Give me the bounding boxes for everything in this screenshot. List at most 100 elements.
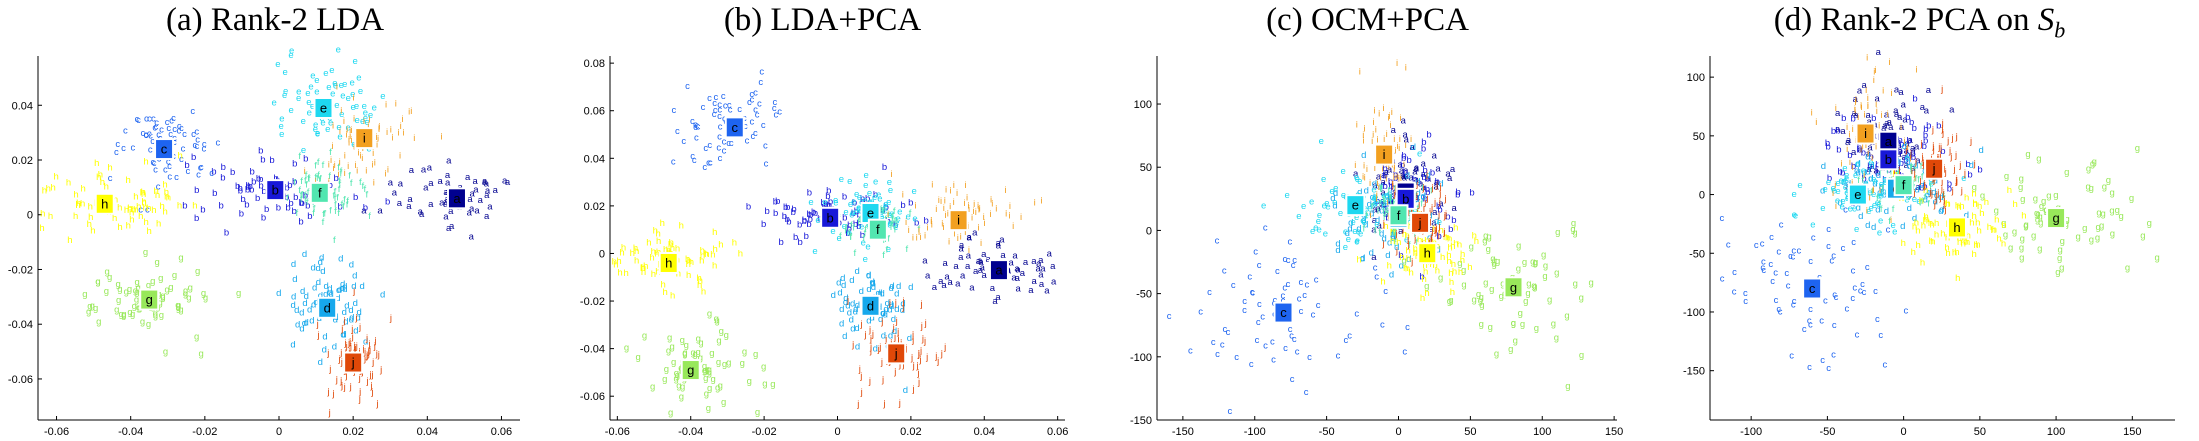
data-point-d: d <box>859 286 864 297</box>
data-point-j: j <box>1410 256 1413 267</box>
data-point-b: b <box>250 166 255 177</box>
data-point-b: b <box>775 196 780 207</box>
data-point-b: b <box>865 194 870 205</box>
data-point-h: h <box>1955 273 1960 284</box>
data-point-e: e <box>1381 201 1386 212</box>
data-point-j: j <box>1941 128 1944 139</box>
data-point-a: a <box>1887 117 1893 128</box>
data-point-c: c <box>1256 317 1261 328</box>
data-point-g: g <box>2110 188 2115 199</box>
data-point-h: h <box>94 158 99 169</box>
data-point-c: c <box>749 89 754 100</box>
data-point-j: j <box>1934 189 1937 200</box>
data-point-e: e <box>1317 224 1322 235</box>
data-point-i: i <box>374 158 376 169</box>
centroid-label-e: e <box>1352 198 1359 213</box>
data-point-d: d <box>1360 253 1365 264</box>
data-point-a: a <box>1893 106 1899 117</box>
data-point-c: c <box>1347 331 1352 342</box>
data-point-j: j <box>1433 197 1436 208</box>
data-point-e: e <box>1792 189 1797 200</box>
data-point-j: j <box>365 333 368 344</box>
data-point-d: d <box>1907 161 1912 172</box>
data-point-h: h <box>153 186 158 197</box>
data-point-j: j <box>1430 203 1433 214</box>
data-point-j: j <box>354 313 357 324</box>
data-point-c: c <box>1808 256 1813 267</box>
data-point-h: h <box>1929 236 1934 247</box>
data-point-j: j <box>1442 227 1445 238</box>
data-point-f: f <box>1389 192 1392 203</box>
data-point-i: i <box>1383 103 1385 114</box>
data-point-c: c <box>185 166 190 177</box>
data-point-d: d <box>855 300 860 311</box>
data-point-i: i <box>938 195 940 206</box>
data-point-j: j <box>365 350 368 361</box>
data-point-d: d <box>908 282 913 293</box>
data-point-i: i <box>402 127 404 138</box>
data-point-i: i <box>1362 130 1364 141</box>
data-point-a: a <box>1404 134 1410 145</box>
data-point-b: b <box>1923 130 1928 141</box>
data-point-a: a <box>995 292 1001 303</box>
data-point-c: c <box>1903 305 1908 316</box>
data-point-f: f <box>1392 196 1395 207</box>
data-point-e: e <box>1844 187 1849 198</box>
data-point-b: b <box>807 188 812 199</box>
data-point-i: i <box>964 227 966 238</box>
data-point-h: h <box>1423 267 1428 278</box>
data-point-j: j <box>898 360 901 371</box>
data-point-i: i <box>1005 209 1007 220</box>
data-point-b: b <box>821 197 826 208</box>
data-point-c: c <box>718 122 723 133</box>
data-point-d: d <box>1394 242 1399 253</box>
data-point-i: i <box>1846 144 1848 155</box>
data-point-g: g <box>105 267 110 278</box>
data-point-j: j <box>328 408 331 419</box>
data-point-e: e <box>1912 194 1917 205</box>
data-point-d: d <box>349 259 354 270</box>
x-tick-label: -100 <box>1740 426 1762 438</box>
centroid-marker-b <box>1878 148 1899 171</box>
data-point-e: e <box>847 228 852 239</box>
data-point-c: c <box>747 97 752 108</box>
data-point-g: g <box>154 257 159 268</box>
data-point-f: f <box>286 193 289 204</box>
data-point-h: h <box>1472 230 1477 241</box>
data-point-j: j <box>1942 188 1945 199</box>
data-point-c: c <box>1875 314 1880 325</box>
data-point-f: f <box>361 181 364 192</box>
data-point-h: h <box>1957 237 1962 248</box>
data-point-e: e <box>867 188 872 199</box>
data-point-g: g <box>695 347 700 358</box>
data-point-a: a <box>1040 264 1046 275</box>
data-point-h: h <box>2007 185 2012 196</box>
data-point-b: b <box>1424 173 1429 184</box>
data-point-h: h <box>1971 249 1976 260</box>
data-point-a: a <box>1896 141 1902 152</box>
data-point-i: i <box>1866 53 1868 64</box>
data-point-g: g <box>2059 263 2064 274</box>
data-point-j: j <box>1433 224 1436 235</box>
data-point-g: g <box>116 295 121 306</box>
data-point-c: c <box>148 130 153 141</box>
data-point-e: e <box>1285 190 1290 201</box>
data-point-b: b <box>353 192 358 203</box>
centroid-label-b: b <box>1402 191 1409 206</box>
data-point-f: f <box>322 217 325 228</box>
data-point-e: e <box>1873 176 1878 187</box>
data-point-f: f <box>1420 199 1423 210</box>
data-point-a: a <box>1904 139 1910 150</box>
data-point-j: j <box>1932 144 1935 155</box>
data-point-j: j <box>1415 190 1418 201</box>
data-point-e: e <box>876 189 881 200</box>
data-point-h: h <box>656 236 661 247</box>
data-point-j: j <box>1930 189 1933 200</box>
y-tick-label: 0.04 <box>12 100 33 112</box>
data-point-h: h <box>670 243 675 254</box>
data-point-g: g <box>714 313 719 324</box>
data-point-i: i <box>979 203 981 214</box>
data-point-h: h <box>651 246 656 257</box>
data-point-h: h <box>1440 252 1445 263</box>
data-point-a: a <box>1835 124 1841 135</box>
